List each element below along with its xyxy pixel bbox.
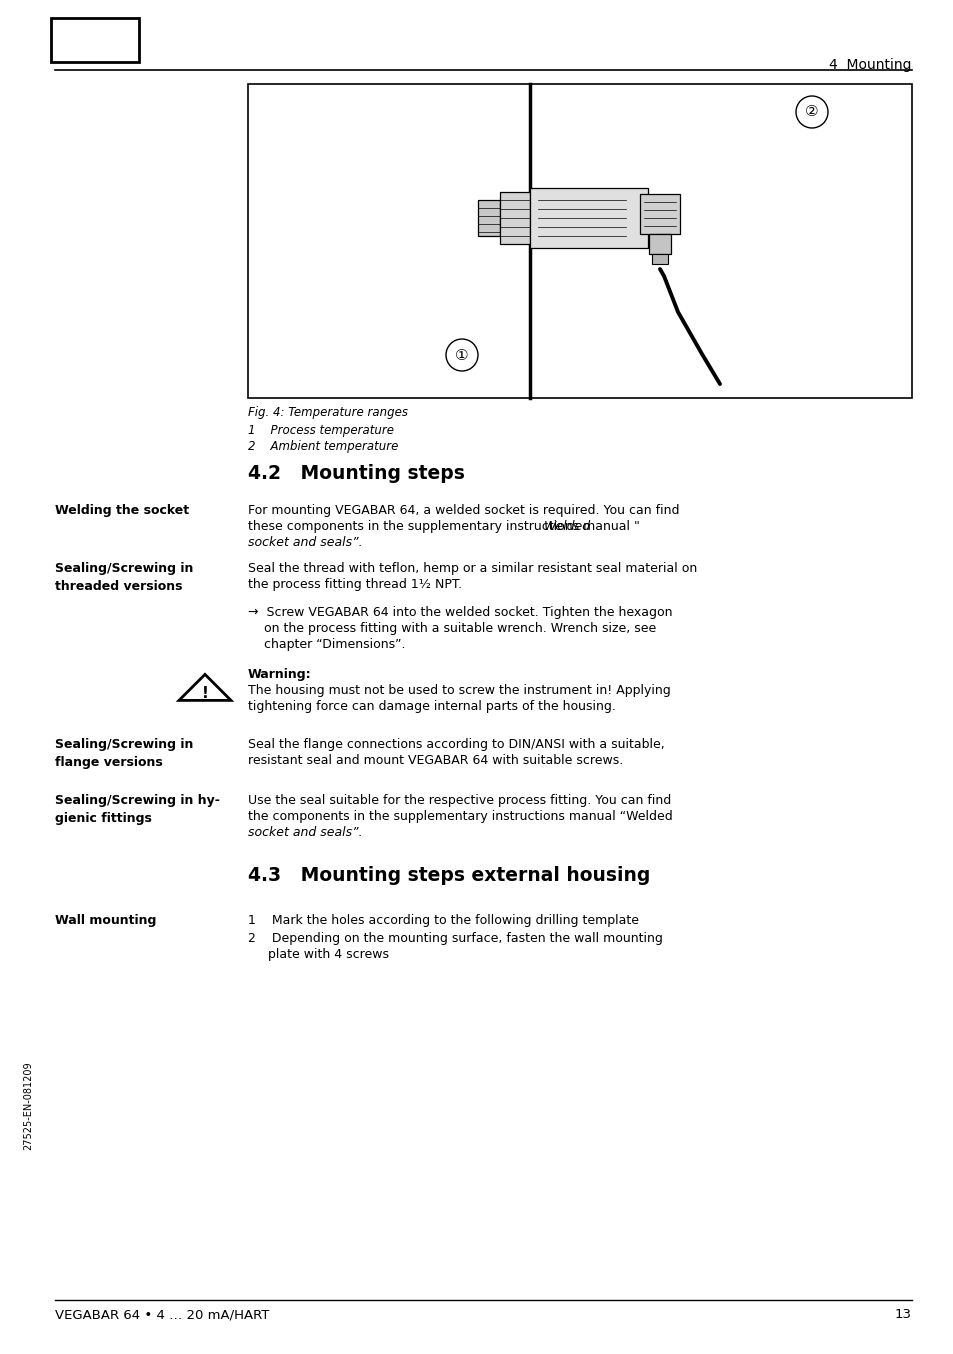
Text: Sealing/Screwing in hy-
gienic fittings: Sealing/Screwing in hy- gienic fittings <box>55 793 219 825</box>
Text: ①: ① <box>455 348 468 363</box>
Bar <box>530 188 647 248</box>
Text: Fig. 4: Temperature ranges: Fig. 4: Temperature ranges <box>248 406 408 418</box>
Circle shape <box>446 338 477 371</box>
Text: Sealing/Screwing in
threaded versions: Sealing/Screwing in threaded versions <box>55 562 193 593</box>
Text: these components in the supplementary instructions manual ": these components in the supplementary in… <box>248 520 639 533</box>
Bar <box>499 192 530 244</box>
Text: The housing must not be used to screw the instrument in! Applying: The housing must not be used to screw th… <box>248 684 670 697</box>
Text: →  Screw VEGABAR 64 into the welded socket. Tighten the hexagon: → Screw VEGABAR 64 into the welded socke… <box>248 607 672 619</box>
Text: 2    Depending on the mounting surface, fasten the wall mounting: 2 Depending on the mounting surface, fas… <box>248 932 662 945</box>
Text: ②: ② <box>804 104 818 119</box>
Text: socket and seals”.: socket and seals”. <box>248 826 362 839</box>
Text: VEGA: VEGA <box>59 28 131 51</box>
Bar <box>51 18 139 62</box>
Text: 27525-EN-081209: 27525-EN-081209 <box>23 1062 33 1150</box>
Text: tightening force can damage internal parts of the housing.: tightening force can damage internal par… <box>248 700 616 714</box>
Text: the process fitting thread 1½ NPT.: the process fitting thread 1½ NPT. <box>248 578 461 590</box>
Text: 1    Mark the holes according to the following drilling template: 1 Mark the holes according to the follow… <box>248 914 639 927</box>
Text: 4  Mounting: 4 Mounting <box>828 58 911 72</box>
Text: 4.2   Mounting steps: 4.2 Mounting steps <box>248 464 464 483</box>
Bar <box>477 200 499 236</box>
Text: !: ! <box>201 686 208 701</box>
Text: Use the seal suitable for the respective process fitting. You can find: Use the seal suitable for the respective… <box>248 793 671 807</box>
Bar <box>648 234 670 255</box>
Polygon shape <box>179 674 231 700</box>
Text: Sealing/Screwing in
flange versions: Sealing/Screwing in flange versions <box>55 738 193 769</box>
Text: Warning:: Warning: <box>248 668 312 681</box>
Bar <box>651 255 667 264</box>
Text: Seal the thread with teflon, hemp or a similar resistant seal material on: Seal the thread with teflon, hemp or a s… <box>248 562 697 575</box>
Text: on the process fitting with a suitable wrench. Wrench size, see: on the process fitting with a suitable w… <box>248 621 656 635</box>
Text: Seal the flange connections according to DIN/ANSI with a suitable,: Seal the flange connections according to… <box>248 738 664 751</box>
Text: resistant seal and mount VEGABAR 64 with suitable screws.: resistant seal and mount VEGABAR 64 with… <box>248 754 622 766</box>
Text: 4.3   Mounting steps external housing: 4.3 Mounting steps external housing <box>248 867 650 886</box>
Bar <box>639 194 679 234</box>
Text: 2    Ambient temperature: 2 Ambient temperature <box>248 440 398 454</box>
Text: socket and seals”.: socket and seals”. <box>248 536 362 548</box>
Text: Welding the socket: Welding the socket <box>55 504 189 517</box>
Text: plate with 4 screws: plate with 4 screws <box>248 948 389 961</box>
Text: chapter “Dimensions”.: chapter “Dimensions”. <box>248 638 405 651</box>
Text: For mounting VEGABAR 64, a welded socket is required. You can find: For mounting VEGABAR 64, a welded socket… <box>248 504 679 517</box>
Text: the components in the supplementary instructions manual “Welded: the components in the supplementary inst… <box>248 810 672 823</box>
Text: Welded: Welded <box>543 520 591 533</box>
Bar <box>248 84 911 398</box>
Circle shape <box>795 96 827 129</box>
Text: 1    Process temperature: 1 Process temperature <box>248 424 394 437</box>
Text: 13: 13 <box>894 1308 911 1322</box>
Text: VEGABAR 64 • 4 … 20 mA/HART: VEGABAR 64 • 4 … 20 mA/HART <box>55 1308 269 1322</box>
Text: Wall mounting: Wall mounting <box>55 914 156 927</box>
